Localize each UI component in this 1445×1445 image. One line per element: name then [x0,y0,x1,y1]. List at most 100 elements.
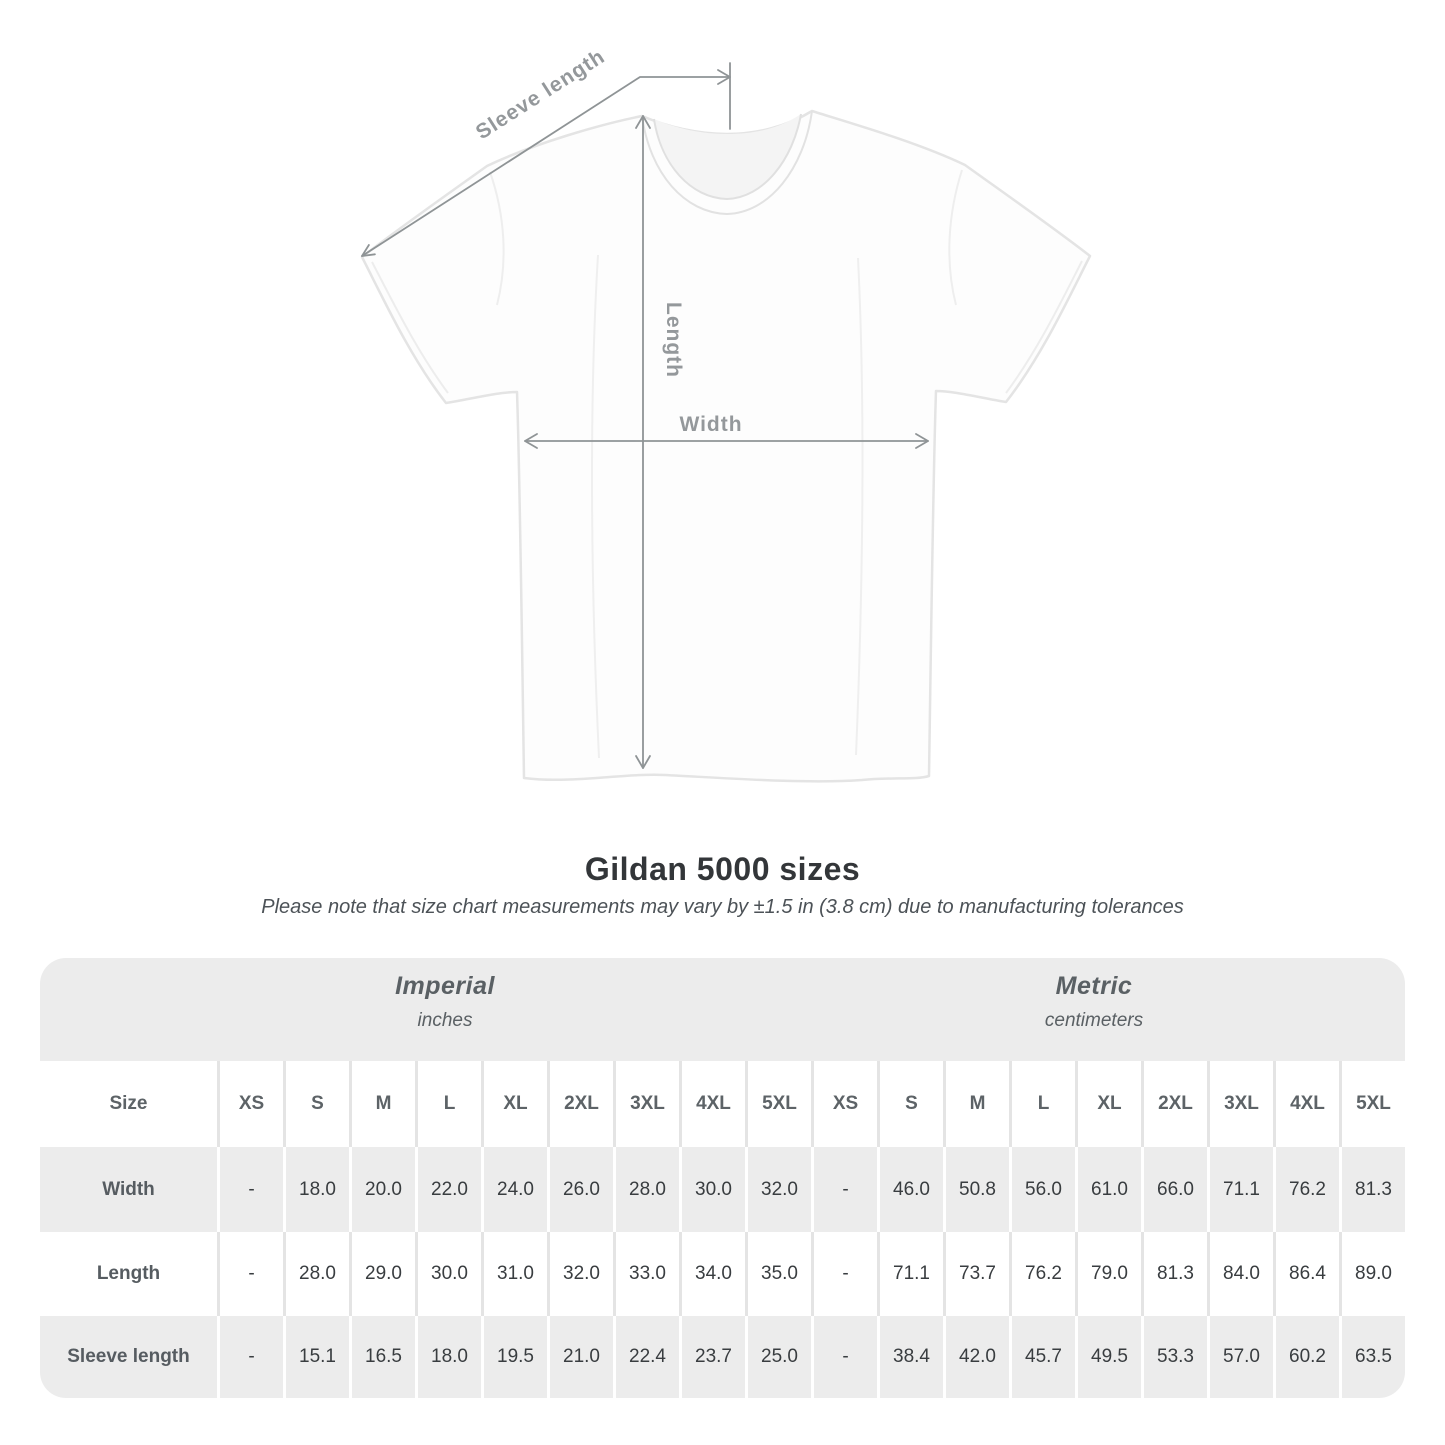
width-dimension [524,433,929,449]
size-col-header: XL [1075,1061,1141,1147]
tshirt-sleeve-crease-right [948,169,963,306]
length-label: Length [662,302,685,378]
size-col-header: S [283,1061,349,1147]
size-table: Imperial inches Metric centimeters Size … [40,958,1405,1398]
value-cell: 46.0 [877,1147,943,1232]
imperial-section-header: Imperial inches [395,972,495,1032]
value-cell: 56.0 [1009,1147,1075,1232]
value-cell: - [811,1147,877,1232]
width-label: Width [679,413,742,436]
size-col-header: 2XL [1141,1061,1207,1147]
value-cell: 30.0 [415,1232,481,1316]
size-col-header: 3XL [1207,1061,1273,1147]
metric-unit: centimeters [1044,1010,1144,1031]
row-label: Length [40,1232,217,1316]
tshirt-illustration [360,109,1092,783]
tshirt-measurement-diagram: Sleeve length Length Width [360,45,1092,783]
sleeve-length-line [361,76,731,257]
value-cell: - [811,1316,877,1398]
value-cell: 86.4 [1273,1232,1339,1316]
dimension-annotations [361,62,929,769]
value-cell: 28.0 [283,1232,349,1316]
value-cell: 28.0 [613,1147,679,1232]
size-col-header: 3XL [613,1061,679,1147]
arrow-left-icon [524,433,538,449]
size-col-header: M [943,1061,1009,1147]
size-col-header: 4XL [679,1061,745,1147]
size-column-header: Size [40,1061,217,1147]
value-cell: 25.0 [745,1316,811,1398]
value-cell: 18.0 [415,1316,481,1398]
value-cell: 66.0 [1141,1147,1207,1232]
imperial-unit: inches [417,1010,473,1031]
value-cell: - [811,1232,877,1316]
value-cell: 22.0 [415,1147,481,1232]
value-cell: 76.2 [1273,1147,1339,1232]
tshirt-sleeve-crease-left [489,171,505,306]
value-cell: 57.0 [1207,1316,1273,1398]
value-cell: 38.4 [877,1316,943,1398]
value-cell: 21.0 [547,1316,613,1398]
value-cell: 26.0 [547,1147,613,1232]
arrow-down-icon [635,755,651,769]
value-cell: 61.0 [1075,1147,1141,1232]
value-cell: 19.5 [481,1316,547,1398]
size-col-header: XS [217,1061,283,1147]
imperial-title: Imperial [395,972,495,1000]
value-cell: 22.4 [613,1316,679,1398]
size-col-header: S [877,1061,943,1147]
value-cell: 23.7 [679,1316,745,1398]
tshirt-sleeve-hem-left [371,261,449,394]
value-cell: 53.3 [1141,1316,1207,1398]
value-cell: 50.8 [943,1147,1009,1232]
row-label: Width [40,1147,217,1232]
value-cell: 15.1 [283,1316,349,1398]
value-cell: 18.0 [283,1147,349,1232]
tshirt-body [360,109,1092,783]
size-col-header: L [415,1061,481,1147]
value-cell: 71.1 [877,1232,943,1316]
value-cell: 81.3 [1339,1147,1405,1232]
page-title: Gildan 5000 sizes [584,851,861,887]
metric-section-header: Metric centimeters [1045,972,1143,1032]
value-cell: 63.5 [1339,1316,1405,1398]
value-cell: 31.0 [481,1232,547,1316]
size-col-header: 2XL [547,1061,613,1147]
length-dimension [635,115,651,769]
tshirt-fold-right [855,257,864,756]
size-col-header: 4XL [1273,1061,1339,1147]
value-cell: 73.7 [943,1232,1009,1316]
value-cell: 30.0 [679,1147,745,1232]
value-cell: 60.2 [1273,1316,1339,1398]
value-cell: 29.0 [349,1232,415,1316]
value-cell: 79.0 [1075,1232,1141,1316]
size-col-header: 5XL [1339,1061,1405,1147]
arrow-up-icon [635,115,651,129]
tshirt-collar-seam [641,110,813,216]
tshirt-collar-inner-edge [653,113,802,201]
size-col-header: 5XL [745,1061,811,1147]
value-cell: - [217,1232,283,1316]
tolerance-note: Please note that size chart measurements… [261,896,1184,918]
size-col-header: L [1009,1061,1075,1147]
row-label: Sleeve length [40,1316,217,1398]
value-cell: 42.0 [943,1316,1009,1398]
tshirt-sleeve-hem-right [1005,260,1083,394]
size-col-header: XS [811,1061,877,1147]
value-cell: 34.0 [679,1232,745,1316]
arrow-right2-icon [915,433,929,449]
value-cell: 84.0 [1207,1232,1273,1316]
value-cell: 33.0 [613,1232,679,1316]
unit-system-header-band: Imperial inches Metric centimeters [40,958,1405,1061]
size-table-grid: Size XS S M L XL 2XL 3XL 4XL 5XL XS S M … [40,1061,1405,1398]
sleeve-length-dimension [361,62,731,257]
value-cell: 71.1 [1207,1147,1273,1232]
value-cell: 45.7 [1009,1316,1075,1398]
value-cell: - [217,1147,283,1232]
value-cell: 16.5 [349,1316,415,1398]
value-cell: 20.0 [349,1147,415,1232]
value-cell: 32.0 [745,1147,811,1232]
size-col-header: XL [481,1061,547,1147]
value-cell: 35.0 [745,1232,811,1316]
